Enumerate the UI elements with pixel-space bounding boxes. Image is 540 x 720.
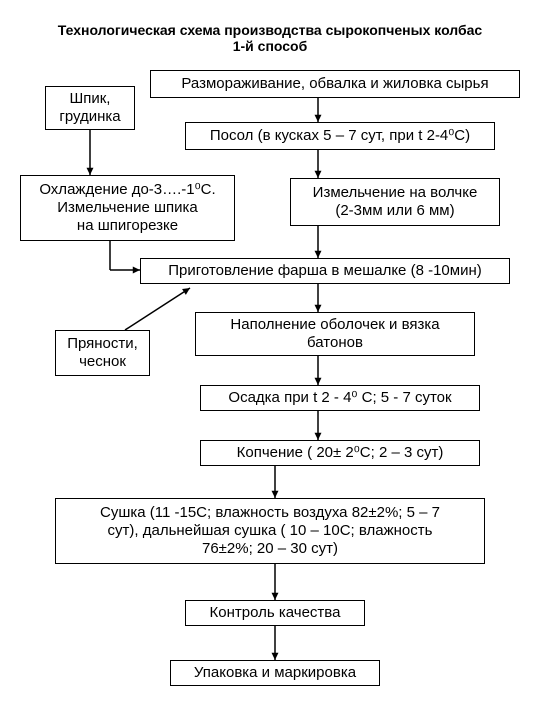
flow-node-n1: Размораживание, обвалка и жиловка сырья bbox=[150, 70, 520, 98]
flow-node-n5: Измельчение на волчке(2-3мм или 6 мм) bbox=[290, 178, 500, 226]
flow-node-n13: Упаковка и маркировка bbox=[170, 660, 380, 686]
flow-node-n10: Копчение ( 20± 2⁰С; 2 – 3 сут) bbox=[200, 440, 480, 466]
diagram-title: Технологическая схема производства сырок… bbox=[0, 22, 540, 54]
flow-node-n3: Посол (в кусках 5 – 7 сут, при t 2-4⁰С) bbox=[185, 122, 495, 150]
flow-node-n4: Охлаждение до-3….-1⁰С.Измельчение шпикан… bbox=[20, 175, 235, 241]
flow-node-n11: Сушка (11 -15С; влажность воздуха 82±2%;… bbox=[55, 498, 485, 564]
flow-node-n7: Пряности,чеснок bbox=[55, 330, 150, 376]
flow-node-n9: Осадка при t 2 - 4⁰ С; 5 - 7 суток bbox=[200, 385, 480, 411]
title-line2: 1-й способ bbox=[0, 38, 540, 54]
title-line1: Технологическая схема производства сырок… bbox=[0, 22, 540, 38]
flow-node-n2: Шпик,грудинка bbox=[45, 86, 135, 130]
flow-node-n12: Контроль качества bbox=[185, 600, 365, 626]
flow-node-n8: Наполнение оболочек и вязкабатонов bbox=[195, 312, 475, 356]
flow-node-n6: Приготовление фарша в мешалке (8 -10мин) bbox=[140, 258, 510, 284]
